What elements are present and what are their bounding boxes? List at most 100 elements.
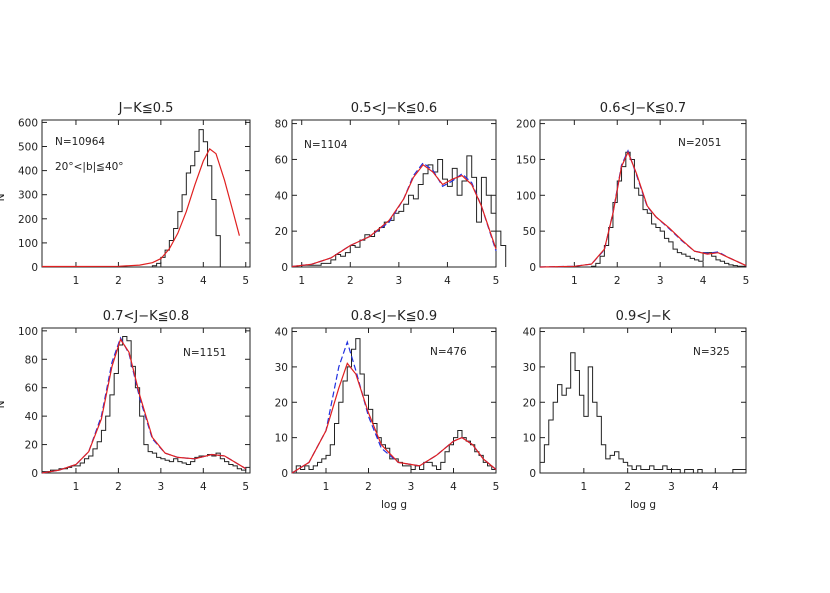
y-tick-label: 30	[523, 362, 536, 374]
panel-annotation: N=1104	[304, 139, 348, 151]
y-tick-label: 300	[18, 190, 38, 202]
y-tick-label: 80	[275, 119, 288, 131]
y-tick-label: 200	[516, 119, 536, 131]
histogram-steps	[292, 155, 507, 268]
x-tick-label: 3	[408, 481, 415, 493]
x-tick-label: 2	[365, 481, 372, 493]
x-tick-label: 5	[493, 481, 500, 493]
x-axis-label: log g	[630, 499, 656, 511]
y-tick-label: 20	[275, 226, 288, 238]
y-tick-label: 0	[281, 262, 288, 274]
red-fit-line	[291, 163, 497, 268]
y-tick-label: 40	[523, 327, 536, 339]
y-tick-label: 100	[516, 190, 536, 202]
x-tick-label: 3	[396, 275, 403, 287]
x-tick-label: 5	[743, 275, 750, 287]
panel-annotation: 20°<|b|≦40°	[55, 161, 124, 173]
x-tick-label: 4	[450, 481, 457, 493]
y-tick-label: 0	[529, 262, 536, 274]
y-tick-label: 0	[31, 468, 38, 480]
x-tick-label: 1	[323, 481, 330, 493]
panel-title: J−K≦0.5	[118, 101, 174, 116]
red-fit-line	[539, 150, 747, 268]
histogram-steps	[591, 151, 747, 267]
y-tick-label: 500	[18, 142, 38, 154]
y-tick-label: 40	[275, 190, 288, 202]
panel-annotation: N=1151	[183, 347, 226, 359]
red-fit-line	[291, 362, 497, 474]
x-tick-label: 4	[712, 481, 719, 493]
panel-annotation: N=2051	[678, 137, 721, 149]
x-tick-label: 4	[200, 481, 207, 493]
plot-frame	[539, 327, 747, 474]
x-tick-label: 4	[444, 275, 451, 287]
red-fit-line	[41, 338, 247, 474]
x-tick-label: 1	[580, 481, 587, 493]
x-axis-label: log g	[381, 499, 407, 511]
plot-frame	[41, 327, 251, 474]
y-tick-label: 60	[25, 383, 38, 395]
x-tick-label: 1	[73, 275, 80, 287]
y-tick-label: 10	[523, 433, 536, 445]
y-tick-label: 100	[18, 238, 38, 250]
plot-frame	[291, 327, 497, 474]
y-tick-label: 20	[275, 397, 288, 409]
histogram-steps	[539, 352, 747, 474]
panel-title: 0.8<J−K≦0.9	[351, 309, 437, 324]
plot-frame	[539, 119, 747, 268]
x-tick-label: 2	[115, 275, 122, 287]
panel-5: 0.8<J−K≦0.9 1 2 3 4 5 0 10 20 30 40 log g N=476	[275, 309, 500, 511]
x-tick-label: 3	[668, 481, 675, 493]
x-tick-label: 2	[347, 275, 354, 287]
panel-4: 0.7<J−K≦0.8 1 2 3 4 5 0 20 40 60 80 100 N N=1151	[0, 309, 251, 493]
y-tick-label: 60	[275, 154, 288, 166]
y-tick-label: 20	[523, 397, 536, 409]
y-tick-label: 0	[529, 468, 536, 480]
histogram-steps	[295, 338, 497, 473]
y-axis-label: N	[0, 401, 7, 409]
y-tick-label: 50	[523, 226, 536, 238]
x-tick-label: 1	[298, 275, 305, 287]
x-tick-label: 2	[624, 481, 631, 493]
x-tick-label: 4	[700, 275, 707, 287]
panel-1: J−K≦0.5 1 2 3 4 5 0 100 200 300 400 500 600 N N=10964 2…	[0, 101, 251, 287]
x-tick-label: 5	[493, 275, 500, 287]
x-tick-label: 1	[73, 481, 80, 493]
blue-dashed-fit-line	[291, 340, 497, 474]
y-tick-label: 40	[25, 411, 38, 423]
histogram-steps	[41, 336, 251, 473]
y-tick-label: 400	[18, 166, 38, 178]
y-tick-label: 20	[25, 440, 38, 452]
blue-dashed-fit-line	[291, 162, 497, 268]
y-tick-label: 600	[18, 117, 38, 129]
y-tick-label: 0	[281, 468, 288, 480]
panel-annotation: N=325	[693, 346, 730, 358]
x-tick-label: 3	[657, 275, 664, 287]
y-tick-label: 100	[18, 326, 38, 338]
y-tick-label: 10	[275, 433, 288, 445]
y-tick-label: 30	[275, 362, 288, 374]
x-tick-label: 3	[158, 275, 165, 287]
y-tick-label: 40	[275, 327, 288, 339]
y-axis-label: N	[0, 194, 7, 202]
x-tick-label: 4	[200, 275, 207, 287]
x-tick-label: 5	[242, 275, 249, 287]
y-tick-label: 0	[31, 262, 38, 274]
red-fit-line	[41, 147, 240, 268]
plot-frame	[291, 119, 497, 268]
x-tick-label: 1	[571, 275, 578, 287]
x-tick-label: 2	[115, 481, 122, 493]
x-tick-label: 2	[614, 275, 621, 287]
x-tick-label: 5	[242, 481, 249, 493]
plot-frame	[41, 119, 251, 268]
panel-title: 0.7<J−K≦0.8	[103, 309, 189, 324]
y-tick-label: 150	[516, 154, 536, 166]
y-tick-label: 200	[18, 214, 38, 226]
x-tick-label: 3	[158, 481, 165, 493]
panel-annotation: N=10964	[55, 136, 105, 148]
y-tick-label: 80	[25, 354, 38, 366]
panel-2: 0.5<J−K≦0.6 1 2 3 4 5 0 20 40 60 80 N=1104	[275, 101, 507, 287]
